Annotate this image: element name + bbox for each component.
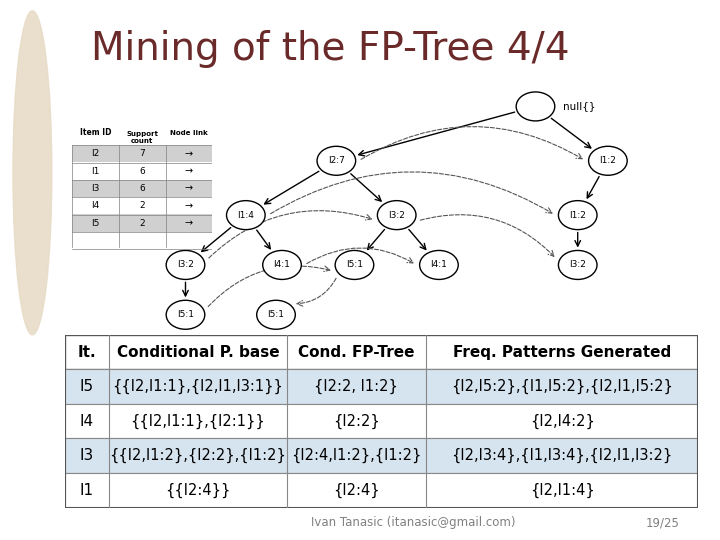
Text: Support: Support xyxy=(126,131,158,137)
Text: {I2:4,I1:2},{I1:2}: {I2:4,I1:2},{I1:2} xyxy=(291,448,421,463)
Text: →: → xyxy=(185,149,193,159)
Text: I1: I1 xyxy=(91,167,99,176)
Circle shape xyxy=(420,251,458,279)
Text: Node link: Node link xyxy=(170,130,208,136)
Circle shape xyxy=(377,201,416,230)
Text: →: → xyxy=(185,184,193,193)
Text: {I2,I5:2},{I1,I5:2},{I2,I1,I5:2}: {I2,I5:2},{I1,I5:2},{I2,I1,I5:2} xyxy=(451,379,673,394)
Circle shape xyxy=(227,201,265,230)
Circle shape xyxy=(335,251,374,279)
Circle shape xyxy=(5,0,60,308)
Text: →: → xyxy=(185,218,193,228)
Bar xyxy=(72,162,212,180)
Text: 6: 6 xyxy=(140,184,145,193)
Text: I5: I5 xyxy=(91,219,99,228)
Bar xyxy=(65,438,698,473)
Text: I1:2: I1:2 xyxy=(600,156,616,165)
Text: {{I2:4}}: {{I2:4}} xyxy=(165,483,230,498)
Text: Freq. Patterns Generated: Freq. Patterns Generated xyxy=(453,345,671,360)
Circle shape xyxy=(559,251,597,279)
Text: It.: It. xyxy=(78,345,96,360)
Text: I5:1: I5:1 xyxy=(268,310,284,319)
Text: Cond. FP-Tree: Cond. FP-Tree xyxy=(298,345,415,360)
Bar xyxy=(72,197,212,214)
Text: I2:7: I2:7 xyxy=(328,156,345,165)
Text: I4:1: I4:1 xyxy=(274,260,290,269)
Text: I3: I3 xyxy=(91,184,99,193)
Text: count: count xyxy=(131,138,153,144)
Text: 19/25: 19/25 xyxy=(646,516,680,530)
Text: {I2,I1:4}: {I2,I1:4} xyxy=(530,483,595,498)
Text: I1: I1 xyxy=(80,483,94,498)
Circle shape xyxy=(166,251,204,279)
Text: I4:1: I4:1 xyxy=(431,260,447,269)
Text: Ivan Tanasic (itanasic@gmail.com): Ivan Tanasic (itanasic@gmail.com) xyxy=(311,516,516,530)
Text: {{I2,I1:2},{I2:2},{I1:2}: {{I2,I1:2},{I2:2},{I1:2} xyxy=(109,448,287,463)
Text: 2: 2 xyxy=(140,219,145,228)
Text: null{}: null{} xyxy=(562,102,595,111)
Text: I4: I4 xyxy=(91,201,99,211)
Text: 2: 2 xyxy=(140,201,145,211)
Bar xyxy=(65,335,698,369)
Text: 7: 7 xyxy=(140,149,145,158)
Circle shape xyxy=(588,146,627,176)
Text: Conditional P. base: Conditional P. base xyxy=(117,345,279,360)
Text: I3:2: I3:2 xyxy=(177,260,194,269)
Bar xyxy=(65,404,698,438)
Text: I1:4: I1:4 xyxy=(238,211,254,220)
Text: {I2,I3:4},{I1,I3:4},{I2,I1,I3:2}: {I2,I3:4},{I1,I3:4},{I2,I1,I3:2} xyxy=(451,448,672,463)
Bar xyxy=(72,214,212,232)
Circle shape xyxy=(257,300,295,329)
Text: →: → xyxy=(185,166,193,176)
Bar xyxy=(72,180,212,197)
Text: Item ID: Item ID xyxy=(80,128,111,137)
Circle shape xyxy=(317,146,356,176)
Text: I3: I3 xyxy=(80,448,94,463)
Text: I3:2: I3:2 xyxy=(570,260,586,269)
Text: {I2:4}: {I2:4} xyxy=(333,483,379,498)
Text: {I2:2, I1:2}: {I2:2, I1:2} xyxy=(315,379,398,394)
Circle shape xyxy=(516,92,555,121)
Text: {I2:2}: {I2:2} xyxy=(333,414,379,429)
Text: I2: I2 xyxy=(91,149,99,158)
Circle shape xyxy=(166,300,204,329)
Text: 6: 6 xyxy=(140,167,145,176)
Text: {I2,I4:2}: {I2,I4:2} xyxy=(530,414,595,429)
Text: I1:2: I1:2 xyxy=(570,211,586,220)
Circle shape xyxy=(13,11,52,335)
Circle shape xyxy=(263,251,302,279)
Text: I5: I5 xyxy=(80,379,94,394)
Bar xyxy=(72,145,212,162)
Bar xyxy=(65,473,698,508)
Text: I5:1: I5:1 xyxy=(177,310,194,319)
Text: I4: I4 xyxy=(80,414,94,429)
Text: I3:2: I3:2 xyxy=(388,211,405,220)
Text: →: → xyxy=(185,201,193,211)
Text: {{I2,I1:1},{I2,I1,I3:1}}: {{I2,I1:1},{I2,I1,I3:1}} xyxy=(112,379,283,394)
Text: {{I2,I1:1},{I2:1}}: {{I2,I1:1},{I2:1}} xyxy=(130,414,265,429)
Circle shape xyxy=(559,201,597,230)
Bar xyxy=(65,369,698,404)
Text: I5:1: I5:1 xyxy=(346,260,363,269)
Text: Mining of the FP-Tree 4/4: Mining of the FP-Tree 4/4 xyxy=(91,30,570,68)
